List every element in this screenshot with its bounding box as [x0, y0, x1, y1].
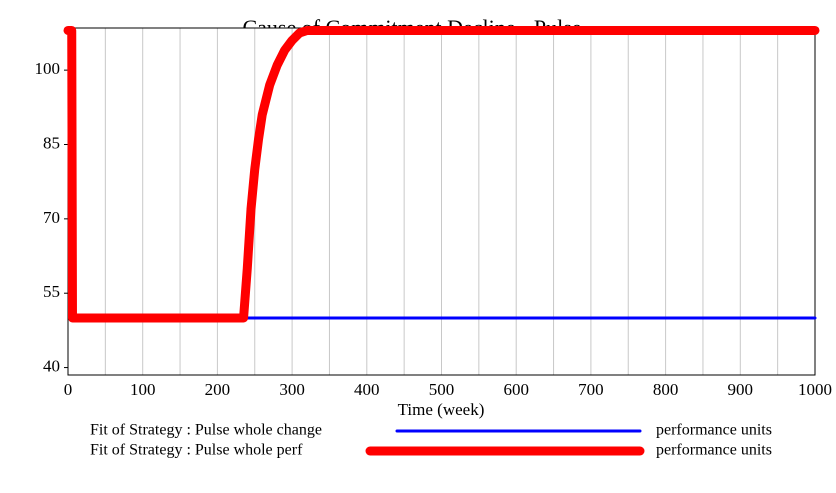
y-tick-label: 55 [43, 282, 60, 301]
x-tick-label: 900 [728, 380, 754, 399]
legend-unit: performance units [656, 442, 772, 459]
y-tick-label: 100 [35, 59, 61, 78]
x-tick-label: 100 [130, 380, 156, 399]
x-tick-label: 600 [503, 380, 529, 399]
x-tick-label: 400 [354, 380, 380, 399]
y-tick-label: 70 [43, 208, 60, 227]
legend-unit: performance units [656, 422, 772, 439]
x-tick-label: 800 [653, 380, 679, 399]
x-tick-label: 0 [64, 380, 73, 399]
x-tick-label: 300 [279, 380, 305, 399]
x-axis-label: Time (week) [398, 400, 485, 419]
x-tick-label: 500 [429, 380, 455, 399]
y-tick-label: 85 [43, 133, 60, 152]
y-tick-label: 40 [43, 356, 60, 375]
legend-label: Fit of Strategy : Pulse whole change [90, 422, 322, 439]
x-tick-label: 700 [578, 380, 604, 399]
series-line [63, 25, 820, 323]
x-tick-label: 1000 [798, 380, 832, 399]
legend-label: Fit of Strategy : Pulse whole perf [90, 442, 303, 459]
x-tick-label: 200 [205, 380, 231, 399]
